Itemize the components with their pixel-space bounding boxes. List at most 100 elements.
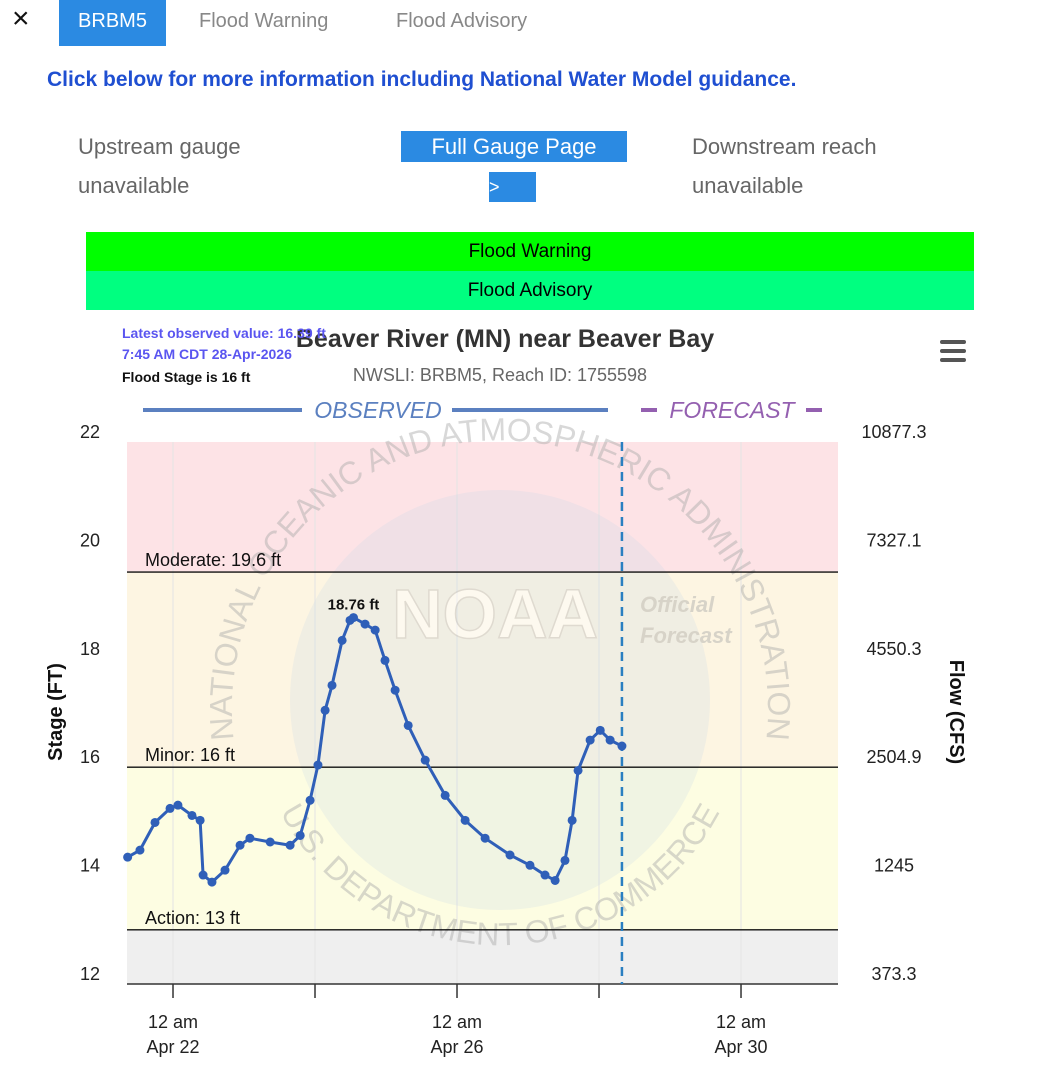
data-point xyxy=(617,741,627,751)
nav-text: Downstream reach xyxy=(692,134,877,159)
data-point xyxy=(595,725,605,735)
data-point xyxy=(403,720,413,730)
y2-tick-label: 10877.3 xyxy=(861,422,926,442)
data-point xyxy=(480,833,490,843)
peak-label: 18.76 ft xyxy=(328,597,380,614)
upstream: Upstream gauge unavailable xyxy=(78,127,241,205)
data-point xyxy=(207,877,217,887)
y-tick-label: 20 xyxy=(80,530,100,550)
tab[interactable]: Flood Advisory xyxy=(396,10,528,32)
zone xyxy=(127,442,838,573)
annotation: Latest observed value: 16.39 ft xyxy=(122,325,326,341)
data-point xyxy=(605,735,615,745)
data-point xyxy=(165,803,175,813)
data-point xyxy=(235,840,245,850)
data-point xyxy=(187,810,197,820)
data-point xyxy=(295,830,305,840)
y-tick-label: 18 xyxy=(80,639,100,659)
data-point xyxy=(135,845,145,855)
y-tick-label: 12 xyxy=(80,964,100,984)
data-point xyxy=(460,815,470,825)
data-point xyxy=(337,635,347,645)
data-point xyxy=(540,870,550,880)
x-tick-label: 12 am xyxy=(432,1012,482,1032)
gauge-page-button[interactable]: Full Gauge Page xyxy=(401,131,627,162)
close-button[interactable]: × xyxy=(12,2,30,35)
x-tick-label: 12 am xyxy=(716,1012,766,1032)
annotation: 7:45 AM CDT 28-Apr-2026 xyxy=(122,346,292,362)
zone xyxy=(127,929,838,984)
y2-tick-label: 4550.3 xyxy=(866,639,921,659)
x-tick-label: Apr 22 xyxy=(146,1037,199,1057)
y2-axis-label: Flow (CFS) xyxy=(945,660,967,764)
chart-title: Beaver River (MN) near Beaver Bay xyxy=(296,325,714,353)
y-tick-label: 14 xyxy=(80,856,100,876)
threshold-label: Moderate: 19.6 ft xyxy=(145,550,281,570)
chart-subtitle: NWSLI: BRBM5, Reach ID: 1755598 xyxy=(353,365,647,385)
menu-bar[interactable] xyxy=(940,340,966,344)
data-point xyxy=(285,840,295,850)
downstream: Downstream reach unavailable xyxy=(692,127,877,205)
threshold-label: Minor: 16 ft xyxy=(145,745,235,765)
data-point xyxy=(265,837,275,847)
x-tick-label: 12 am xyxy=(148,1012,198,1032)
y2-tick-label: 1245 xyxy=(874,856,914,876)
y-axis-label: Stage (FT) xyxy=(45,663,67,761)
zone xyxy=(127,767,838,930)
alert-bar[interactable]: Flood Warning xyxy=(86,232,974,271)
data-point xyxy=(505,850,515,860)
nav-text: Upstream gauge xyxy=(78,134,241,159)
watermark-logo-text: NOAA xyxy=(392,575,598,653)
y2-tick-label: 2504.9 xyxy=(866,747,921,767)
data-point xyxy=(327,680,337,690)
data-point xyxy=(348,613,358,623)
data-point xyxy=(198,870,208,880)
data-point xyxy=(420,755,430,765)
zone xyxy=(127,572,838,768)
nav-text: unavailable xyxy=(78,173,190,198)
annotation: Flood Stage is 16 ft xyxy=(122,369,251,385)
y2-tick-label: 7327.1 xyxy=(866,530,921,550)
x-tick-label: Apr 30 xyxy=(714,1037,767,1057)
menu-bar[interactable] xyxy=(940,358,966,362)
data-point xyxy=(313,760,323,770)
data-point xyxy=(585,735,595,745)
data-point xyxy=(360,619,370,629)
data-point xyxy=(245,833,255,843)
nav-text: unavailable xyxy=(692,173,804,198)
data-point xyxy=(390,685,400,695)
legend-label: OBSERVED xyxy=(314,397,441,423)
gauge-page-arrow[interactable]: > xyxy=(489,172,536,202)
tab[interactable]: BRBM5 xyxy=(59,0,166,46)
data-point xyxy=(150,817,160,827)
data-point xyxy=(440,790,450,800)
y2-tick-label: 373.3 xyxy=(871,964,916,984)
menu-bar[interactable] xyxy=(940,349,966,353)
y-tick-label: 22 xyxy=(80,422,100,442)
y-tick-label: 16 xyxy=(80,747,100,767)
tab[interactable]: Flood Warning xyxy=(199,10,329,32)
data-point xyxy=(525,860,535,870)
watermark-text: Official xyxy=(640,592,715,617)
watermark-logo xyxy=(290,490,710,910)
data-point xyxy=(560,855,570,865)
data-point xyxy=(195,815,205,825)
legend-label: FORECAST xyxy=(669,397,796,423)
info-link[interactable]: Click below for more information includi… xyxy=(47,68,797,91)
alert-bar[interactable]: Flood Advisory xyxy=(86,271,974,310)
data-point xyxy=(123,852,133,862)
data-point xyxy=(370,625,380,635)
data-point xyxy=(567,815,577,825)
x-tick-label: Apr 26 xyxy=(430,1037,483,1057)
menu-button[interactable] xyxy=(940,340,966,362)
threshold-label: Action: 13 ft xyxy=(145,908,240,928)
data-point xyxy=(573,765,583,775)
data-point xyxy=(173,800,183,810)
data-point xyxy=(380,655,390,665)
data-point xyxy=(320,705,330,715)
data-point xyxy=(220,865,230,875)
data-point xyxy=(550,875,560,885)
data-point xyxy=(305,795,315,805)
